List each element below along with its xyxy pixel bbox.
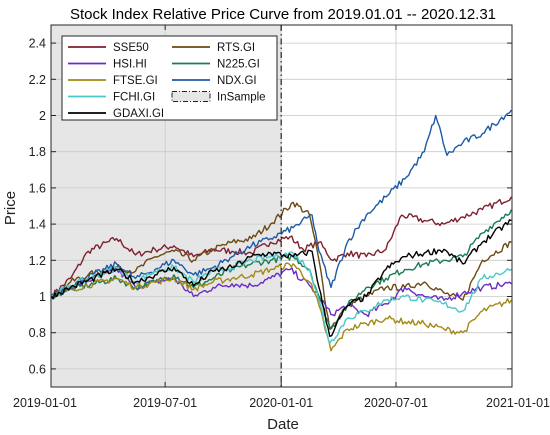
legend-label: InSample bbox=[217, 92, 266, 104]
y-tick-label: 1 bbox=[39, 290, 46, 304]
series-line-sse50 bbox=[50, 196, 513, 299]
legend-label: HSI.HI bbox=[113, 59, 147, 71]
y-tick-label: 0.8 bbox=[29, 326, 46, 340]
y-tick-label: 2 bbox=[39, 109, 46, 123]
y-tick-label: 1.6 bbox=[29, 181, 46, 195]
x-tick-label: 2019-01-01 bbox=[13, 396, 77, 410]
y-tick-label: 2.2 bbox=[29, 73, 46, 87]
legend-label: N225.GI bbox=[217, 59, 260, 71]
x-tick-label: 2019-07-01 bbox=[133, 396, 197, 410]
y-tick-label: 1.4 bbox=[29, 218, 46, 232]
legend-label: NDX.GI bbox=[217, 75, 257, 87]
series-layer bbox=[50, 109, 513, 352]
x-tick-label: 2020-07-01 bbox=[364, 396, 428, 410]
y-tick-label: 1.8 bbox=[29, 145, 46, 159]
y-tick-label: 1.2 bbox=[29, 254, 46, 268]
series-line-rts-gi bbox=[50, 201, 512, 330]
y-tick-label: 0.6 bbox=[29, 362, 46, 376]
x-tick-label: 2020-01-01 bbox=[249, 396, 313, 410]
legend-label: RTS.GI bbox=[217, 42, 255, 54]
y-tick-label: 2.4 bbox=[29, 37, 46, 51]
legend-label: SSE50 bbox=[113, 42, 149, 54]
legend-label: FTSE.GI bbox=[113, 75, 158, 87]
legend-label: FCHI.GI bbox=[113, 92, 155, 104]
axes-layer: 0.6 0.8 1 1.2 1.4 1.6 1.8 2 2.2 2.4 2019-01-01 2019… bbox=[13, 24, 550, 410]
x-axis-label: Date bbox=[267, 416, 299, 433]
series-line-ftse-gi bbox=[50, 262, 512, 352]
x-tick-label: 2021-01-01 bbox=[486, 396, 550, 410]
chart-title: Stock Index Relative Price Curve from 20… bbox=[70, 6, 496, 23]
legend-box bbox=[61, 35, 278, 121]
legend-swatch-in-sample bbox=[171, 91, 211, 102]
y-axis-label: Price bbox=[2, 191, 19, 225]
series-line-gdaxi-gi bbox=[50, 219, 512, 337]
series-line-ndx-gi bbox=[50, 109, 512, 297]
series-line-fchi-gi bbox=[50, 251, 512, 345]
legend: SSE50 RTS.GI HSI.HI N225.GI FTSE.GI NDX.GI FCH… bbox=[61, 35, 278, 121]
legend-label: GDAXI.GI bbox=[113, 108, 164, 120]
